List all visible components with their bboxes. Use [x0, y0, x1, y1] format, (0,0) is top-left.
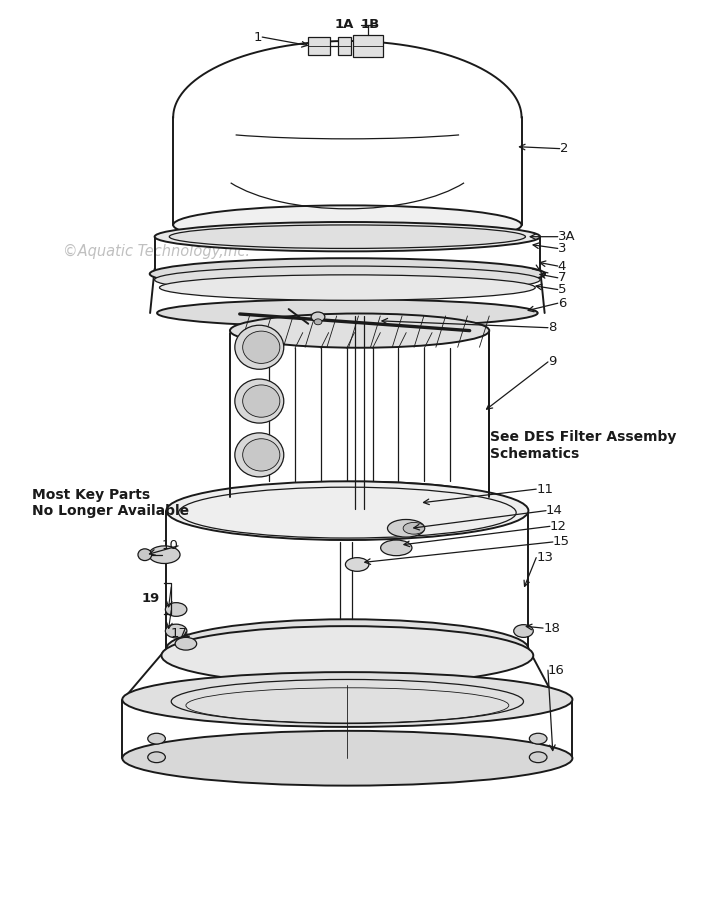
Text: 2: 2	[559, 142, 568, 155]
Text: See DES Filter Assemby
Schematics: See DES Filter Assemby Schematics	[490, 430, 676, 461]
Ellipse shape	[311, 312, 325, 322]
Text: 4: 4	[558, 259, 566, 273]
Ellipse shape	[155, 222, 540, 251]
Text: 1: 1	[253, 31, 262, 43]
Ellipse shape	[166, 482, 528, 540]
Text: 3: 3	[558, 242, 566, 255]
Ellipse shape	[174, 205, 521, 245]
Text: 1A: 1A	[335, 18, 354, 31]
Ellipse shape	[166, 603, 187, 616]
Ellipse shape	[243, 385, 280, 418]
Ellipse shape	[155, 266, 540, 293]
Polygon shape	[308, 37, 330, 55]
Text: 17: 17	[171, 627, 188, 641]
Text: 5: 5	[558, 283, 566, 296]
Ellipse shape	[235, 379, 284, 423]
Ellipse shape	[138, 549, 152, 561]
Text: 13: 13	[536, 551, 553, 564]
Text: 1B: 1B	[360, 18, 379, 31]
Ellipse shape	[122, 672, 572, 727]
Ellipse shape	[160, 274, 535, 301]
Ellipse shape	[169, 225, 526, 248]
Ellipse shape	[161, 626, 534, 685]
Ellipse shape	[150, 258, 545, 290]
Text: 9: 9	[548, 356, 557, 368]
Text: 19: 19	[142, 592, 160, 605]
Ellipse shape	[175, 637, 197, 650]
Ellipse shape	[148, 734, 166, 744]
Text: ©Aquatic Technology,Inc.: ©Aquatic Technology,Inc.	[63, 244, 251, 259]
Ellipse shape	[230, 482, 490, 516]
Ellipse shape	[148, 752, 166, 762]
Text: 10: 10	[161, 539, 178, 553]
Ellipse shape	[513, 625, 534, 637]
Text: 15: 15	[553, 536, 570, 548]
Ellipse shape	[314, 319, 322, 325]
Text: 8: 8	[548, 321, 557, 334]
Ellipse shape	[403, 522, 425, 535]
Ellipse shape	[230, 313, 490, 347]
Ellipse shape	[166, 619, 528, 678]
Text: 14: 14	[546, 504, 563, 518]
Text: Most Key Parts
No Longer Available: Most Key Parts No Longer Available	[32, 488, 189, 517]
Ellipse shape	[346, 558, 369, 572]
Ellipse shape	[529, 734, 547, 744]
Ellipse shape	[235, 433, 284, 477]
Polygon shape	[338, 37, 351, 55]
Ellipse shape	[243, 331, 280, 364]
Polygon shape	[354, 35, 382, 57]
Text: 7: 7	[558, 271, 566, 284]
Ellipse shape	[235, 325, 284, 369]
Text: 11: 11	[536, 482, 553, 496]
Text: 3A: 3A	[558, 230, 575, 243]
Ellipse shape	[149, 546, 180, 563]
Text: 16: 16	[548, 663, 564, 677]
Text: 18: 18	[543, 622, 560, 634]
Text: 6: 6	[558, 297, 566, 310]
Text: 12: 12	[550, 520, 567, 533]
Ellipse shape	[381, 540, 412, 555]
Ellipse shape	[243, 438, 280, 471]
Ellipse shape	[122, 731, 572, 786]
Ellipse shape	[166, 625, 187, 638]
Ellipse shape	[387, 519, 425, 537]
Ellipse shape	[157, 300, 538, 327]
Ellipse shape	[529, 752, 547, 762]
